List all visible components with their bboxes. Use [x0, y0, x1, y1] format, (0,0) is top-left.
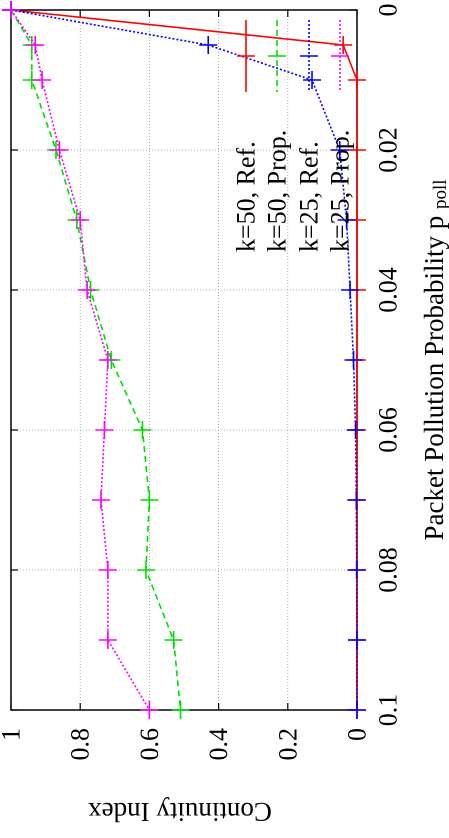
- series-line: [10, 9, 358, 710]
- series-layer: [2, 1, 366, 719]
- x-tick-label: 0.06: [374, 407, 403, 453]
- tick-marks: [10, 9, 358, 711]
- data-point: [330, 141, 349, 159]
- legend-entry: k=50, Prop.: [263, 20, 292, 252]
- data-point: [344, 351, 363, 369]
- data-point: [199, 36, 218, 54]
- x-axis-title: Packet Pollution Probability p poll: [419, 179, 449, 540]
- y-tick-label: 0.6: [135, 728, 164, 761]
- data-point: [98, 351, 117, 369]
- data-point: [140, 701, 159, 719]
- data-point: [133, 421, 152, 439]
- data-point: [334, 36, 353, 54]
- data-point: [348, 631, 366, 649]
- data-point: [171, 701, 190, 719]
- data-point: [78, 281, 97, 299]
- legend-label: k=50, Ref.: [232, 141, 261, 252]
- legend-entry: k=50, Ref.: [232, 20, 261, 252]
- y-tick-label: 1: [0, 728, 26, 741]
- grid: [11, 10, 357, 710]
- legend-label: k=50, Prop.: [263, 130, 292, 252]
- data-point: [348, 71, 366, 89]
- data-point: [2, 1, 20, 19]
- x-tick-label: 0.1: [374, 694, 403, 727]
- data-point: [140, 491, 159, 509]
- data-point: [348, 701, 366, 719]
- data-point: [26, 36, 45, 54]
- legend-label: k=25, Prop.: [326, 130, 355, 252]
- data-point: [303, 71, 322, 89]
- data-point: [33, 71, 52, 89]
- axis-labels: 00.020.040.060.080.100.20.40.60.81Packet…: [0, 4, 449, 828]
- x-tick-label: 0: [374, 4, 403, 17]
- data-point: [337, 211, 356, 229]
- y-tick-label: 0.4: [204, 728, 233, 761]
- series-line: [10, 9, 358, 710]
- data-point: [347, 491, 366, 509]
- x-tick-label: 0.02: [374, 127, 403, 173]
- legend: k=50, Ref. k=50, Prop. k=25, Ref. k=25, Pro…: [232, 20, 355, 252]
- y-tick-label: 0.2: [273, 728, 302, 761]
- data-point: [348, 141, 366, 159]
- data-point: [50, 141, 69, 159]
- y-axis-title: Continuity Index: [88, 797, 272, 827]
- data-point: [164, 631, 183, 649]
- data-point: [71, 211, 90, 229]
- data-point: [341, 281, 360, 299]
- data-point: [98, 561, 117, 579]
- x-axis-title-subscript: poll: [430, 179, 449, 209]
- data-point: [347, 561, 366, 579]
- legend-label: k=25, Ref.: [295, 141, 324, 252]
- data-point: [95, 421, 114, 439]
- x-tick-label: 0.08: [374, 547, 403, 593]
- x-tick-label: 0.04: [374, 267, 403, 313]
- plot-frame: [10, 9, 358, 711]
- series-line: [10, 9, 182, 711]
- data-point: [136, 561, 155, 579]
- data-point: [91, 491, 110, 509]
- y-tick-label: 0: [343, 728, 372, 741]
- data-point: [346, 421, 365, 439]
- legend-entry: k=25, Prop.: [326, 20, 355, 252]
- data-point: [98, 631, 117, 649]
- y-tick-label: 0.8: [66, 728, 95, 761]
- legend-entry: k=25, Ref.: [295, 20, 324, 252]
- series-line: [10, 9, 151, 711]
